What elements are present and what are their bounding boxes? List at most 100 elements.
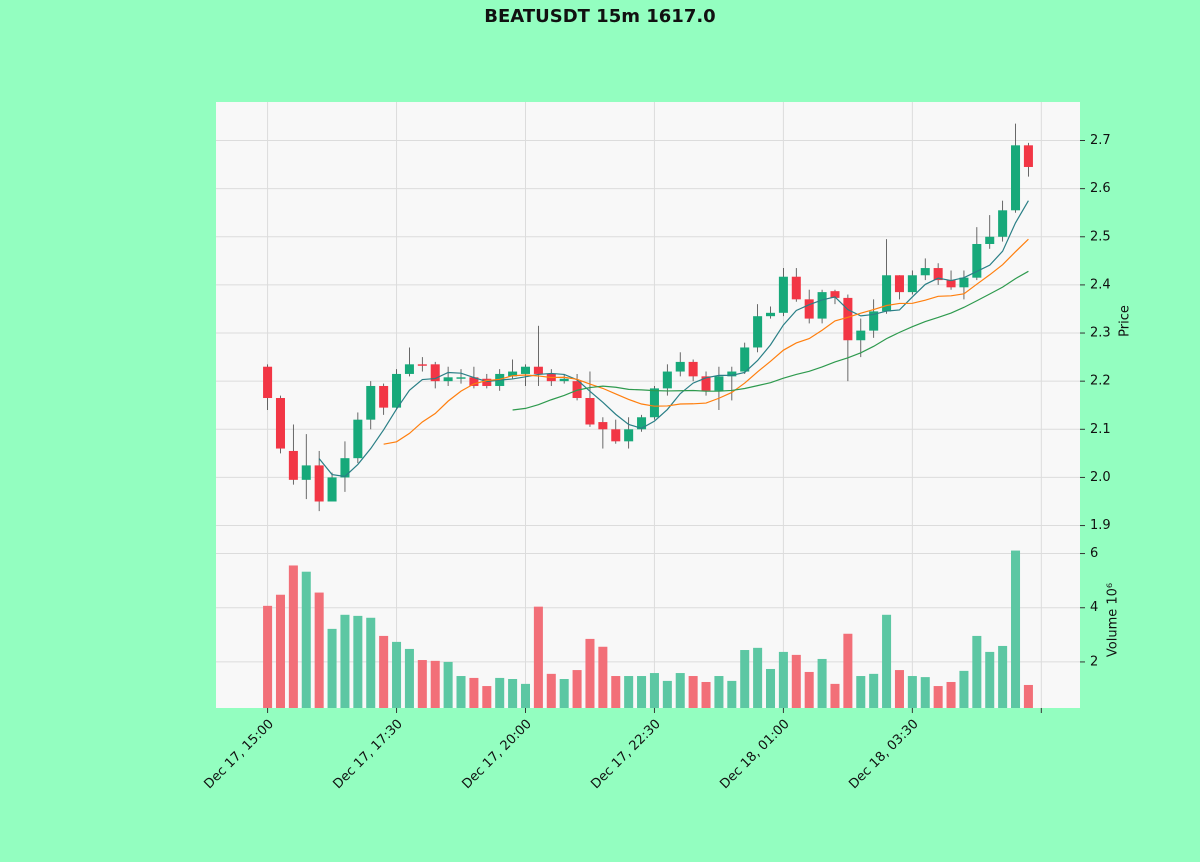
- volume-axis-label: Volume 10⁶: [1106, 583, 1121, 657]
- volume-bar: [495, 677, 505, 708]
- price-panel: [216, 102, 1080, 540]
- volume-bar: [1023, 684, 1033, 708]
- candle-body: [882, 275, 892, 312]
- volume-tick-label: 2: [1090, 654, 1098, 669]
- candle-body: [920, 268, 930, 276]
- volume-bar: [1011, 550, 1021, 708]
- candle-body: [508, 371, 518, 377]
- volume-tick-label: 4: [1090, 600, 1098, 615]
- volume-bar: [894, 670, 904, 708]
- volume-bar: [392, 641, 402, 708]
- volume-bar: [701, 681, 711, 708]
- y-tick-label: 2.0: [1090, 470, 1111, 485]
- volume-bar: [559, 679, 569, 708]
- volume-bar: [714, 676, 724, 708]
- volume-bar: [353, 615, 363, 708]
- y-tick-label: 2.6: [1090, 181, 1111, 196]
- candle-body: [301, 465, 311, 480]
- volume-bar: [765, 668, 776, 708]
- candle-body: [688, 361, 698, 377]
- volume-tick-label: 6: [1090, 546, 1098, 561]
- y-tick-label: 2.3: [1090, 326, 1111, 341]
- volume-bar: [379, 635, 389, 708]
- candle-body: [624, 429, 634, 442]
- y-tick-label: 2.2: [1090, 374, 1111, 389]
- moving-average: [383, 238, 1029, 445]
- volume-bar: [843, 633, 853, 708]
- volume-bar: [624, 676, 634, 708]
- candle-body: [637, 417, 647, 430]
- candle-body: [869, 311, 879, 331]
- candle-body: [843, 297, 853, 341]
- candle-body: [791, 276, 801, 300]
- volume-bar: [662, 680, 672, 708]
- candle-body: [778, 276, 788, 313]
- x-tick-label: Dec 17, 20:00: [459, 717, 534, 792]
- y-tick-label: 1.9: [1090, 518, 1111, 533]
- volume-bar: [869, 673, 879, 708]
- candle-body: [572, 381, 582, 399]
- volume-bar: [598, 646, 608, 708]
- candle-body: [520, 366, 531, 374]
- candle-body: [701, 376, 711, 391]
- y-tick-label: 2.7: [1090, 133, 1111, 148]
- volume-bar: [985, 651, 995, 708]
- volume-bar: [882, 614, 892, 708]
- candle-body: [456, 377, 466, 379]
- candle-body: [533, 366, 543, 374]
- volume-bar: [301, 571, 311, 708]
- volume-bar: [611, 676, 621, 708]
- volume-bar: [946, 681, 956, 708]
- candle-body: [830, 291, 840, 298]
- candle-body: [727, 371, 737, 377]
- moving-average: [318, 200, 1029, 478]
- candle-body: [985, 236, 995, 244]
- candle-body: [765, 312, 776, 317]
- candle-body: [946, 280, 956, 288]
- volume-bar: [275, 594, 285, 708]
- x-tick-label: Dec 17, 22:30: [588, 717, 663, 792]
- y-tick-label: 2.1: [1090, 422, 1111, 437]
- volume-bar: [469, 677, 479, 708]
- candle-body: [469, 377, 479, 386]
- chart-title: BEATUSDT 15m 1617.0: [484, 6, 715, 27]
- candle-body: [482, 378, 492, 386]
- candle-body: [598, 422, 608, 430]
- volume-bar: [585, 638, 595, 708]
- volume-bar: [959, 670, 969, 708]
- y-tick-label: 2.5: [1090, 229, 1111, 244]
- candle-body: [263, 366, 273, 399]
- volume-bar: [830, 683, 840, 708]
- candle-body: [417, 364, 427, 366]
- candle-body: [366, 385, 376, 420]
- x-tick-label: Dec 17, 17:30: [330, 717, 405, 792]
- volume-bar: [856, 676, 866, 708]
- candle-body: [662, 371, 672, 389]
- candle-body: [1011, 145, 1021, 211]
- candle-body: [959, 277, 969, 288]
- volume-bar: [443, 661, 453, 708]
- candle-body: [404, 364, 414, 374]
- volume-bar: [753, 647, 763, 708]
- candle-body: [392, 373, 402, 408]
- candle-body: [275, 398, 285, 449]
- candle-body: [907, 275, 917, 293]
- volume-bar: [804, 671, 814, 708]
- volume-bar: [417, 660, 427, 708]
- candle-body: [288, 450, 298, 480]
- candle-body: [649, 388, 659, 418]
- volume-bar: [907, 676, 917, 708]
- x-tick-label: Dec 17, 15:00: [202, 717, 277, 792]
- x-tick-label: Dec 18, 01:00: [717, 717, 792, 792]
- candle-body: [379, 385, 389, 408]
- volume-bar: [972, 635, 982, 708]
- candle-body: [585, 398, 595, 425]
- volume-bar: [482, 686, 492, 708]
- candle-body: [998, 210, 1008, 237]
- volume-bar: [263, 605, 273, 708]
- candle-body: [327, 477, 337, 502]
- volume-bar: [791, 654, 801, 708]
- volume-bar: [688, 676, 698, 708]
- candle-body: [443, 377, 453, 382]
- volume-bar: [675, 673, 685, 708]
